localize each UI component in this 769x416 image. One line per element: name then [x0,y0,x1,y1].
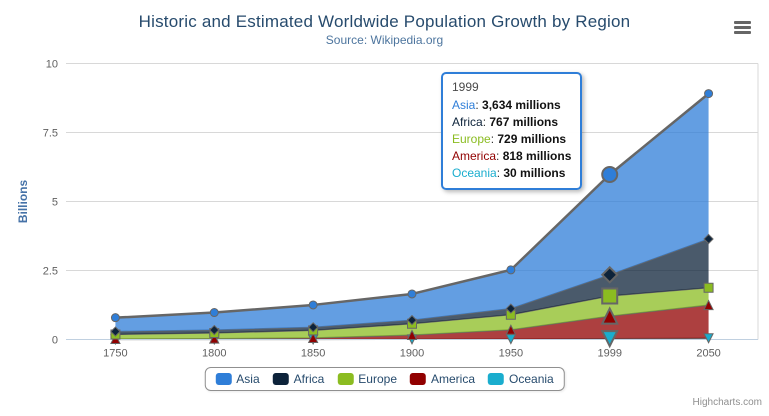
marker-africa-1750[interactable] [110,326,121,337]
marker-africa-2050[interactable] [703,233,714,245]
tooltip-row: Africa: 767 millions [452,114,571,131]
marker-america-1999[interactable] [600,306,619,325]
marker-asia-1950[interactable] [506,265,516,275]
marker-asia-1800[interactable] [209,308,219,318]
tooltip-value: 729 millions [497,132,567,146]
tooltip-separator: : [496,149,503,163]
x-axis-category-label: 1850 [301,348,325,360]
marker-america-1800[interactable] [208,332,220,344]
x-axis-category-label: 2050 [696,348,720,360]
y-axis-tick-label: 10 [46,59,58,71]
legend: Asia Africa Europe America Oceania [204,367,565,391]
marker-africa-1999[interactable] [600,265,619,284]
marker-asia-2050[interactable] [704,89,714,99]
legend-swatch-europe [337,373,354,385]
marker-asia-1900[interactable] [407,289,417,299]
area-africa[interactable] [115,239,709,335]
marker-asia-1850[interactable] [308,300,318,310]
marker-africa-1950[interactable] [505,303,517,314]
marker-america-1850[interactable] [307,332,319,343]
tooltip-row: Europe: 729 millions [452,131,571,148]
tooltip-value: 3,634 millions [482,98,561,112]
x-axis-category-label: 1800 [202,348,226,360]
tooltip: 1999 Asia: 3,634 millions Africa: 767 mil… [441,72,583,190]
legend-swatch-africa [272,373,289,385]
legend-item-oceania[interactable]: Oceania [488,372,554,386]
x-axis-category-label: 1750 [103,348,127,360]
x-axis-category-label: 1900 [400,348,424,360]
y-axis-tick-label: 2.5 [43,266,58,278]
tooltip-series-name: Oceania [452,166,497,180]
tooltip-separator: : [496,166,504,180]
legend-label: America [431,372,476,386]
tooltip-separator: : [490,132,498,146]
tooltip-rows: Asia: 3,634 millions Africa: 767 millions… [452,97,571,182]
tooltip-header: 1999 [452,80,479,94]
legend-item-europe[interactable]: Europe [337,372,397,386]
x-axis-category-label: 1999 [597,348,621,360]
legend-item-america[interactable]: America [410,372,475,386]
legend-item-asia[interactable]: Asia [215,372,260,386]
marker-asia-1750[interactable] [110,313,120,323]
y-axis-title: Billions [16,180,30,224]
tooltip-value: 30 millions [503,166,566,180]
legend-label: Asia [236,372,260,386]
legend-swatch-oceania [488,373,505,385]
marker-america-2050[interactable] [703,299,714,311]
tooltip-row: Oceania: 30 millions [452,165,571,182]
marker-oceania-1999[interactable] [600,330,619,349]
area-america[interactable] [115,305,709,340]
marker-america-1900[interactable] [406,329,418,341]
tooltip-series-name: America [452,149,497,163]
tooltip-value: 767 millions [489,115,559,129]
legend-item-africa[interactable]: Africa [272,372,325,386]
marker-america-1950[interactable] [505,324,517,335]
marker-africa-1850[interactable] [307,322,319,333]
area-asia[interactable] [115,93,709,332]
export-menu-button[interactable] [734,21,751,34]
chart-title: Historic and Estimated Worldwide Populat… [138,12,631,31]
tooltip-row: America: 818 millions [452,148,571,165]
legend-swatch-asia [215,373,232,385]
legend-label: Oceania [509,372,554,386]
tooltip-separator: : [482,115,490,129]
marker-europe-2050[interactable] [703,282,714,293]
y-axis-tick-label: 5 [52,197,58,209]
marker-asia-1999[interactable] [601,166,619,184]
x-axis-category-label: 1950 [499,348,523,360]
marker-oceania-2050[interactable] [703,333,714,344]
marker-africa-1800[interactable] [209,324,220,336]
legend-label: Africa [293,372,325,386]
y-axis-tick-label: 7.5 [43,128,58,140]
tooltip-value: 818 millions [502,149,572,163]
hamburger-icon [734,21,751,34]
chart-subtitle: Source: Wikipedia.org [325,33,444,47]
tooltip-series-name: Africa [452,115,483,129]
legend-label: Europe [358,372,398,386]
legend-swatch-america [410,373,427,385]
tooltip-series-name: Asia [452,98,476,112]
tooltip-row: Asia: 3,634 millions [452,97,571,114]
credits-link[interactable]: Highcharts.com [692,397,762,408]
marker-africa-1900[interactable] [406,314,418,326]
tooltip-series-name: Europe [452,132,491,146]
marker-europe-1999[interactable] [601,287,619,305]
tooltip-separator: : [475,98,483,112]
y-axis-tick-label: 0 [52,335,58,347]
